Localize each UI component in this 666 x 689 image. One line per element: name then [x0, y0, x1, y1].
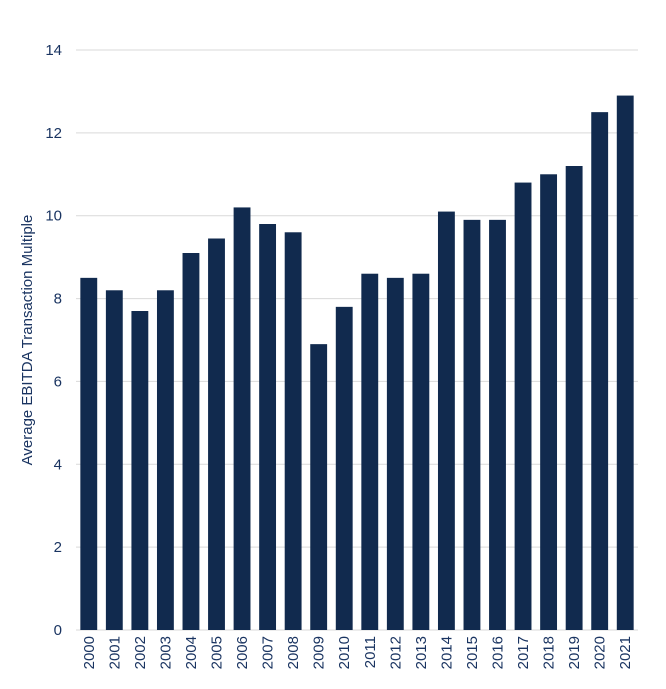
- bar-2010: [335, 306, 353, 630]
- bar-2001: [105, 290, 123, 630]
- bar-2017: [514, 182, 532, 631]
- y-tick-label: 2: [54, 539, 62, 556]
- bar-2005: [208, 238, 225, 630]
- bar-2013: [412, 273, 430, 630]
- x-tick-label: 2011: [362, 636, 379, 668]
- x-tick-label: 2002: [132, 636, 149, 669]
- x-tick-label: 2010: [336, 636, 353, 669]
- x-tick-label: 2004: [183, 636, 200, 669]
- bar-2020: [591, 112, 609, 630]
- x-tick-label: 2006: [234, 636, 251, 669]
- bar-2003: [156, 290, 174, 630]
- bar-2000: [80, 277, 98, 630]
- y-axis-label: Average EBITDA Transaction Multiple: [19, 215, 36, 466]
- x-tick-label: 2001: [106, 636, 123, 669]
- x-tick-label: 2016: [490, 636, 507, 669]
- y-tick-label: 4: [54, 456, 62, 473]
- bar-2015: [463, 219, 481, 630]
- bar-2007: [259, 224, 277, 630]
- x-tick-label: 2020: [592, 636, 609, 669]
- x-tick-label: 2021: [617, 636, 634, 669]
- x-tick-label: 2019: [566, 636, 583, 669]
- y-tick-label: 0: [54, 622, 62, 639]
- bar-2004: [182, 253, 200, 630]
- x-tick-label: 2000: [81, 636, 98, 669]
- y-tick-label: 10: [45, 208, 62, 225]
- bar-2012: [386, 277, 404, 630]
- bar-2008: [284, 232, 302, 631]
- x-tick-label: 2008: [285, 636, 302, 669]
- x-axis-ticks: 2000 2001 2002 2003 2004 2005 2006 2007 2008 2009…: [81, 636, 634, 669]
- x-tick-label: 2003: [157, 636, 174, 669]
- bar-2018: [540, 174, 558, 631]
- bars: [80, 95, 634, 631]
- x-tick-label: 2018: [541, 636, 558, 669]
- x-tick-label: 2014: [438, 636, 455, 669]
- x-tick-label: 2017: [515, 636, 532, 669]
- bar-2009: [310, 344, 328, 630]
- x-tick-label: 2009: [311, 636, 328, 669]
- x-tick-label: 2005: [209, 636, 226, 669]
- bar-2011: [361, 273, 379, 630]
- y-tick-label: 8: [54, 291, 62, 308]
- bar-2002: [131, 311, 149, 630]
- y-tick-label: 6: [54, 373, 62, 390]
- x-tick-label: 2007: [260, 636, 277, 669]
- y-tick-label: 14: [45, 42, 62, 59]
- bar-2014: [437, 211, 455, 631]
- y-tick-label: 12: [45, 125, 62, 142]
- bar-2016: [489, 219, 506, 630]
- y-axis-ticks: 0 2 4 6 8 10 12 14: [45, 42, 62, 639]
- x-tick-label: 2012: [387, 636, 404, 669]
- x-tick-label: 2015: [464, 636, 481, 669]
- x-tick-label: 2013: [413, 636, 430, 669]
- bar-2021: [616, 95, 634, 631]
- bar-2019: [565, 166, 583, 630]
- bar-2006: [233, 207, 251, 630]
